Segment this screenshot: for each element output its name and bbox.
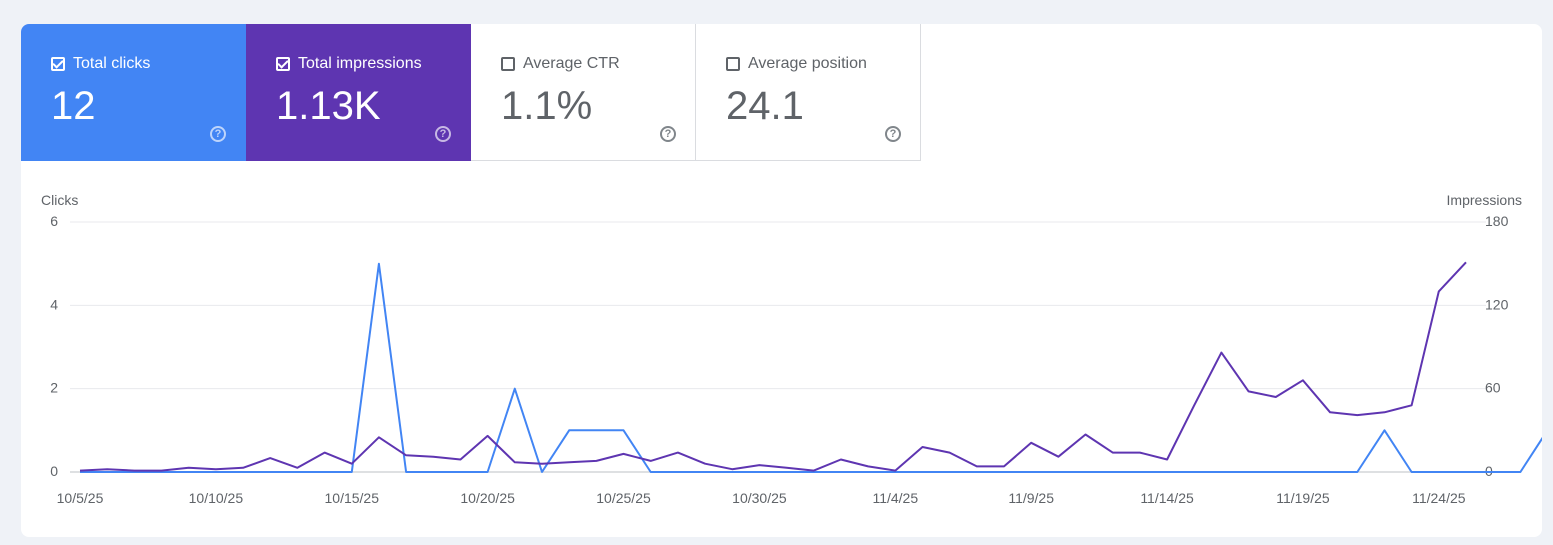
left-axis-label: Clicks: [41, 192, 78, 208]
total-impressions-checkbox[interactable]: [276, 57, 290, 71]
right-tick-label: 120: [1485, 296, 1509, 312]
average-position-value: 24.1: [726, 84, 804, 128]
total-clicks-label: Total clicks: [73, 55, 151, 72]
x-tick-label: 11/19/25: [1276, 490, 1330, 506]
right-tick-label: 60: [1485, 380, 1501, 396]
average-ctr-card[interactable]: Average CTR 1.1% ?: [471, 24, 696, 161]
x-tick-label: 11/9/25: [1008, 490, 1054, 506]
total-impressions-label: Total impressions: [298, 55, 422, 72]
average-ctr-value: 1.1%: [501, 84, 593, 128]
x-tick-label: 10/10/25: [189, 490, 244, 506]
left-tick-label: 6: [50, 213, 58, 229]
total-clicks-label-row: Total clicks: [51, 55, 150, 73]
question-icon[interactable]: ?: [435, 126, 451, 142]
metric-cards: Total clicks 12 ? Total impressions 1.13…: [21, 24, 921, 161]
x-tick-label: 11/14/25: [1140, 490, 1194, 506]
average-ctr-label-row: Average CTR: [501, 55, 620, 73]
impressions-series-line: [79, 261, 1467, 472]
average-ctr-label: Average CTR: [523, 55, 620, 72]
right-axis-label: Impressions: [1447, 192, 1522, 208]
x-tick-label: 10/20/25: [460, 490, 515, 506]
question-icon[interactable]: ?: [885, 126, 901, 142]
x-tick-label: 11/4/25: [872, 490, 918, 506]
total-impressions-card[interactable]: Total impressions 1.13K ?: [246, 24, 471, 161]
clicks-series-line: [80, 262, 1542, 473]
x-tick-label: 11/24/25: [1412, 490, 1466, 506]
average-position-card[interactable]: Average position 24.1 ?: [696, 24, 921, 161]
total-clicks-card[interactable]: Total clicks 12 ?: [21, 24, 246, 161]
x-tick-label: 10/30/25: [732, 490, 787, 506]
question-icon[interactable]: ?: [660, 126, 676, 142]
left-tick-label: 0: [50, 463, 58, 479]
x-tick-label: 10/25/25: [596, 490, 651, 506]
average-position-checkbox[interactable]: [726, 57, 740, 71]
total-clicks-value: 12: [51, 84, 96, 128]
performance-panel: Total clicks 12 ? Total impressions 1.13…: [21, 24, 1542, 537]
x-tick-label: 10/5/25: [57, 490, 104, 506]
average-position-label: Average position: [748, 55, 867, 72]
right-tick-label: 180: [1485, 213, 1509, 229]
left-tick-label: 2: [50, 380, 58, 396]
average-position-label-row: Average position: [726, 55, 867, 73]
x-tick-label: 10/15/25: [325, 490, 380, 506]
average-ctr-checkbox[interactable]: [501, 57, 515, 71]
total-impressions-label-row: Total impressions: [276, 55, 422, 73]
left-tick-label: 4: [50, 296, 58, 312]
question-icon[interactable]: ?: [210, 126, 226, 142]
total-clicks-checkbox[interactable]: [51, 57, 65, 71]
total-impressions-value: 1.13K: [276, 84, 381, 128]
